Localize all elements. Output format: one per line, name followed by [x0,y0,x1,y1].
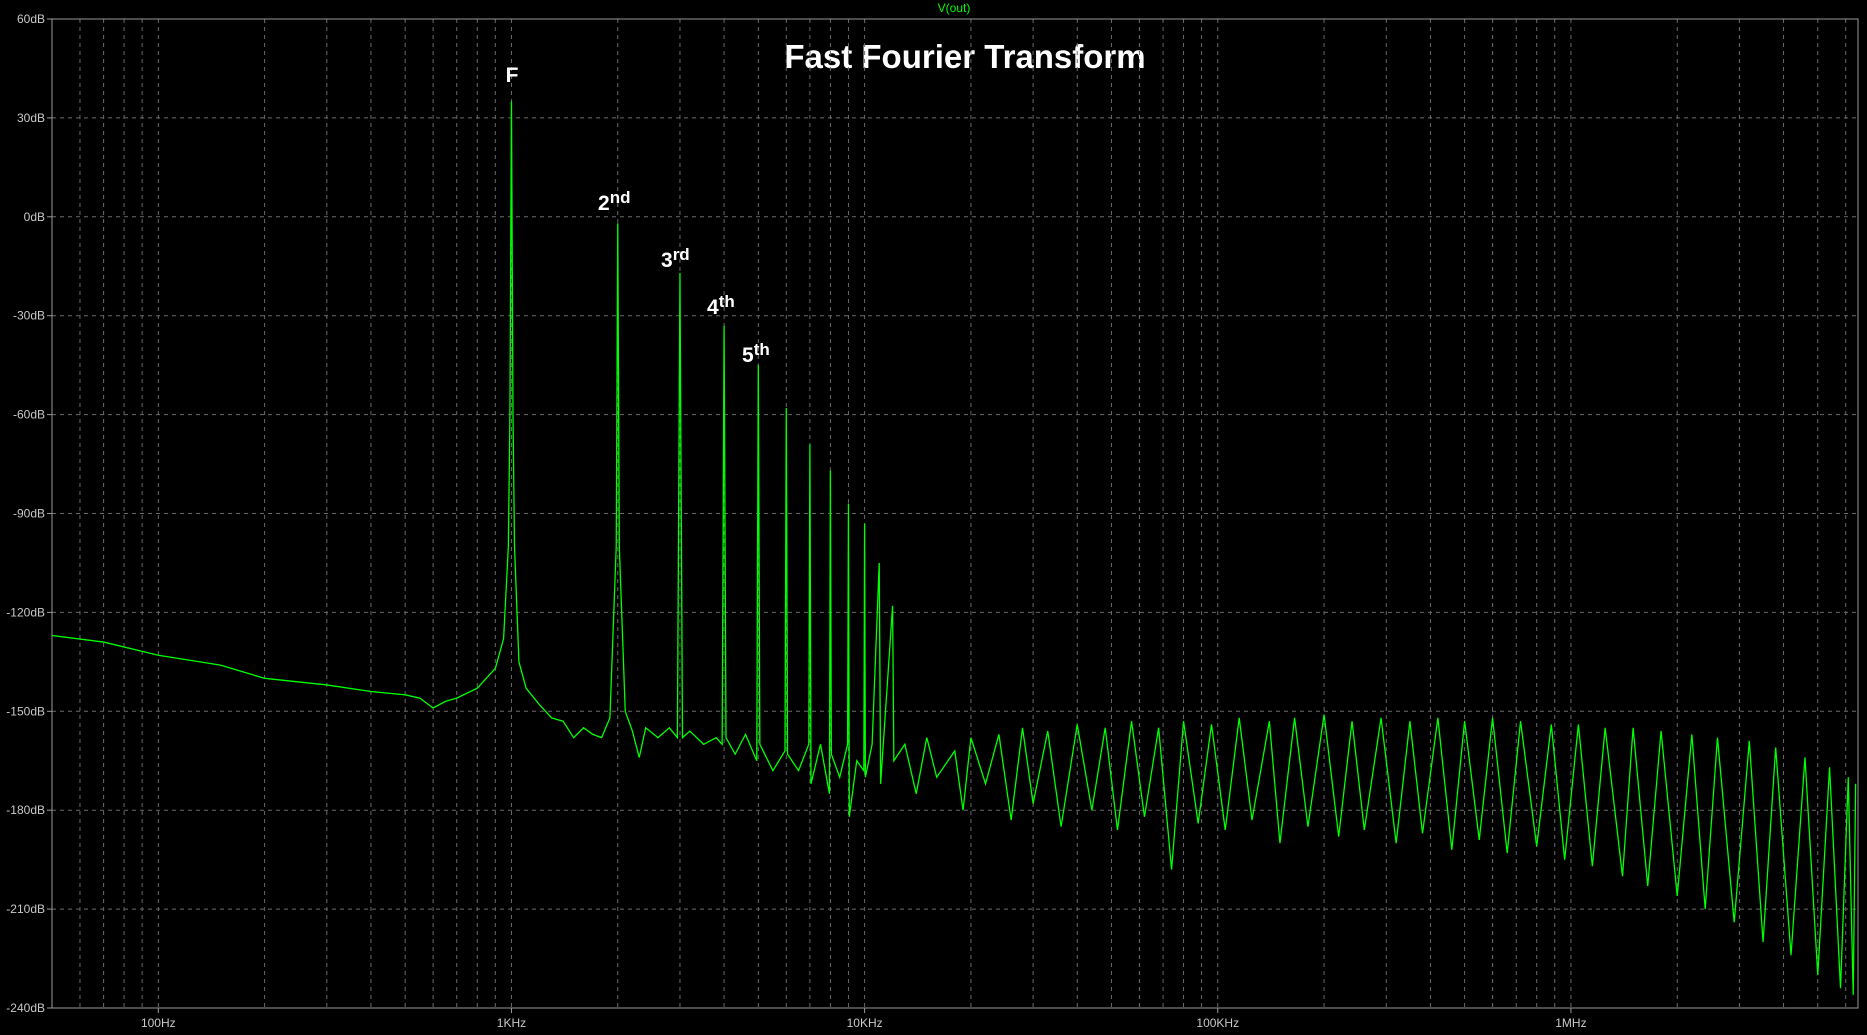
series-line [51,101,1857,995]
annotation-text: 3 [661,249,673,272]
annotation-sup: th [719,292,735,311]
annotation-text: 4 [707,296,719,319]
x-tick-label: 1KHz [497,1016,526,1030]
x-tick-label: 10KHz [847,1016,883,1030]
annotation: 4th [707,292,735,319]
annotation-text: F [506,64,519,87]
annotation: 5th [742,340,770,367]
legend-entry[interactable]: V(out) [938,1,971,15]
y-tick-label: -180dB [6,803,45,817]
annotation: 3rd [661,245,690,272]
y-tick-label: -120dB [6,605,45,619]
y-tick-label: 60dB [17,12,45,26]
annotation-text: 5 [742,344,754,367]
y-tick-label: -90dB [13,507,45,521]
y-tick-label: 30dB [17,111,45,125]
y-tick-label: 0dB [24,210,45,224]
y-tick-label: -60dB [13,408,45,422]
annotation: 2nd [598,188,630,215]
x-tick-label: 100Hz [141,1016,176,1030]
y-tick-label: -30dB [13,309,45,323]
annotation: F [506,64,519,87]
y-tick-label: -210dB [6,902,45,916]
annotation-sup: rd [673,245,690,264]
plot-frame [51,18,1859,1009]
x-tick-label: 1MHz [1555,1016,1586,1030]
y-tick-label: -150dB [6,704,45,718]
annotation-sup: nd [610,188,631,207]
chart-title: Fast Fourier Transform [784,38,1145,75]
annotation-sup: th [754,340,770,359]
annotation-text: 2 [598,192,610,215]
y-tick-label: -240dB [6,1001,45,1015]
x-tick-label: 100KHz [1196,1016,1239,1030]
